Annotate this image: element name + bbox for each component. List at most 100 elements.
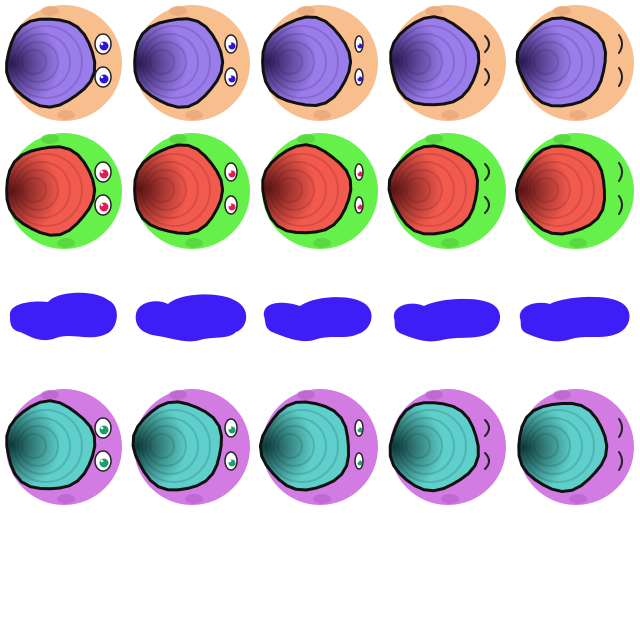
creature-sprite xyxy=(258,389,378,505)
sprite-frame-r2-c5 xyxy=(512,128,640,256)
sprite-frame-r1-c3 xyxy=(256,0,384,128)
blob-shape xyxy=(393,298,501,342)
eye-glint xyxy=(356,170,360,174)
shell-ring xyxy=(149,433,175,459)
sprite-frame-r3-c2 xyxy=(128,256,256,384)
shadow-bump-top xyxy=(553,134,571,144)
creature-sprite xyxy=(131,389,250,505)
shell-ring xyxy=(397,417,455,475)
shadow-bump-top xyxy=(41,390,59,400)
creature-sprite xyxy=(261,133,378,249)
shell-ring xyxy=(9,409,83,483)
shell-ring xyxy=(265,153,339,227)
shell-ring xyxy=(269,33,327,91)
shadow-bump-bottom xyxy=(569,494,587,504)
shell-ring xyxy=(149,49,175,75)
shadow-bump-bottom xyxy=(57,110,75,120)
shell-ring xyxy=(21,433,47,459)
blob-shape xyxy=(263,297,372,342)
shell-ring xyxy=(525,161,583,219)
shell xyxy=(5,399,97,491)
shell-ring xyxy=(13,33,71,91)
eye-top xyxy=(618,418,623,438)
eye-glint xyxy=(356,203,360,207)
shell-ring xyxy=(13,417,71,475)
creature-sprite xyxy=(515,5,634,121)
shadow-bump-bottom xyxy=(441,494,459,504)
shell-ring xyxy=(405,433,431,459)
shell-ring xyxy=(393,153,467,227)
eye-top xyxy=(94,161,112,183)
eye-glint xyxy=(228,42,232,46)
eye-glint xyxy=(228,459,232,463)
eye-closed xyxy=(618,195,623,215)
shadow-bump-top xyxy=(553,6,571,16)
shell xyxy=(261,143,353,235)
eye-lid xyxy=(484,196,490,214)
eye-bottom xyxy=(484,68,490,86)
eye-lid xyxy=(484,35,490,53)
creature-sprite xyxy=(133,5,250,121)
shadow-bump-bottom xyxy=(313,494,331,504)
shell-ring xyxy=(9,25,83,99)
eye-glint xyxy=(356,459,360,463)
shell-outline xyxy=(515,16,607,108)
eye-bottom xyxy=(484,452,490,470)
eye-bottom xyxy=(484,196,490,214)
eye-glint xyxy=(100,203,104,207)
shell-outline xyxy=(258,400,350,492)
creature-sprite xyxy=(133,133,250,249)
creature-sprite xyxy=(517,389,634,505)
shadow-bump-bottom xyxy=(441,238,459,248)
shell-ring xyxy=(521,153,595,227)
eye-top xyxy=(618,34,623,54)
blob-shape xyxy=(519,296,630,342)
eye-lid xyxy=(484,419,490,437)
shadow-bump-top xyxy=(553,390,571,400)
shell-ring xyxy=(277,433,303,459)
shell-ring xyxy=(277,49,303,75)
shell-ring xyxy=(397,33,455,91)
eye-iris xyxy=(99,169,109,179)
creature-sprite xyxy=(261,5,378,121)
shell xyxy=(133,143,225,235)
shell-ring xyxy=(401,41,443,83)
creature-sprite xyxy=(389,5,506,121)
sprite-frame-r2-c3 xyxy=(256,128,384,256)
shell-ring xyxy=(533,433,559,459)
shell-ring xyxy=(17,425,59,467)
eye-closed xyxy=(618,34,623,54)
shadow-bump-top xyxy=(425,6,443,16)
eye-bottom xyxy=(354,196,364,214)
eye-glint xyxy=(100,459,104,463)
sprite-frame-r4-c4 xyxy=(384,384,512,512)
shell-outline xyxy=(387,144,479,236)
creature-sprite xyxy=(5,389,122,505)
shell-ring xyxy=(521,409,595,483)
creature-sprite xyxy=(514,133,634,249)
shell-ring xyxy=(525,33,583,91)
eye-top xyxy=(94,33,112,55)
shell xyxy=(131,400,223,492)
eye-glint xyxy=(228,426,232,430)
shadow-bump-top xyxy=(425,134,443,144)
blob-sprite xyxy=(519,296,630,342)
shell-ring xyxy=(21,49,47,75)
shell-outline xyxy=(5,399,97,491)
shadow-bump-bottom xyxy=(313,110,331,120)
shell-ring xyxy=(141,33,199,91)
shell-ring xyxy=(145,41,187,83)
eye-glint xyxy=(356,75,360,79)
shell-ring xyxy=(265,25,339,99)
eye-closed xyxy=(618,162,623,182)
shell-outline xyxy=(517,401,609,493)
shell-ring xyxy=(137,153,211,227)
shell-ring xyxy=(533,49,559,75)
shell-ring xyxy=(393,25,467,99)
eye-glint xyxy=(100,75,104,79)
shadow-bump-top xyxy=(41,134,59,144)
eye-iris xyxy=(99,202,109,212)
creature-sprite xyxy=(5,5,122,121)
eye-closed xyxy=(618,67,623,87)
